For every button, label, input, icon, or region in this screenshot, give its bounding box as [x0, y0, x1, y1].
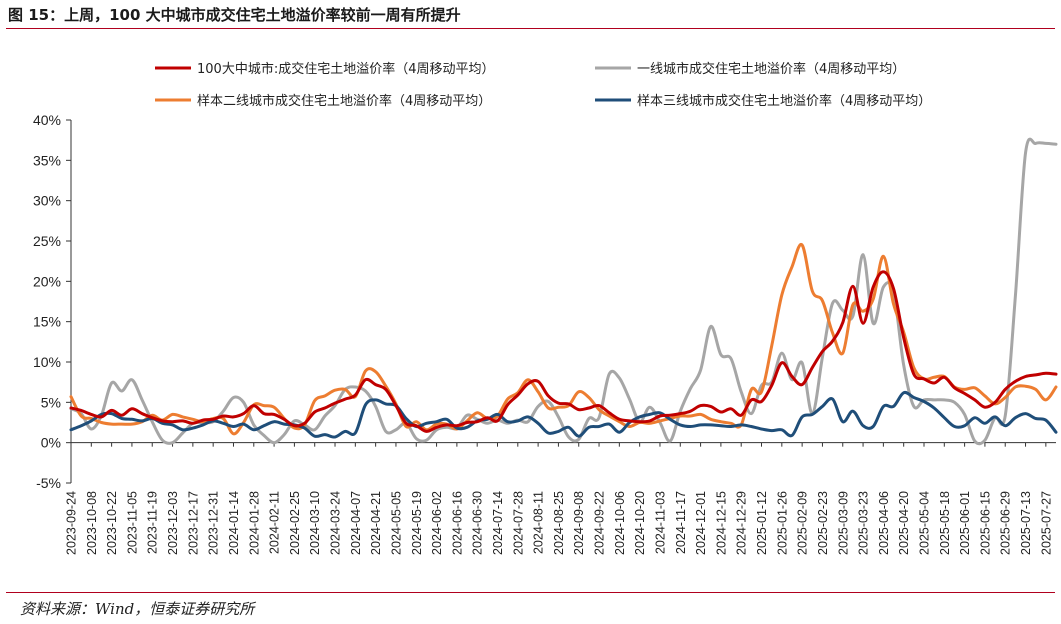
x-tick-label: 2024-02-11	[268, 491, 282, 554]
x-tick-label: 2023-12-31	[207, 491, 221, 555]
x-tick-label: 2025-07-27	[1039, 491, 1053, 555]
y-tick-label: 20%	[33, 273, 61, 289]
series-layer	[69, 137, 1058, 446]
x-tick-label: 2025-01-26	[775, 491, 789, 555]
y-axis: -5% 0% 5% 10% 15% 20% 25% 30% 35% 40%	[33, 112, 72, 491]
x-tick-label: 2023-10-08	[85, 491, 99, 555]
x-tick-label: 2024-08-11	[532, 491, 546, 554]
y-tick-label: 40%	[33, 112, 61, 128]
x-tick-label: 2025-06-29	[999, 491, 1013, 555]
x-tick-label: 2025-04-06	[877, 491, 891, 555]
x-tick-label: 2024-09-08	[572, 491, 586, 555]
x-tick-label: 2023-10-22	[105, 491, 119, 555]
y-tick-label: 30%	[33, 193, 61, 209]
x-tick-label: 2024-07-28	[511, 491, 525, 555]
x-axis: 2023-09-24 2023-10-08 2023-10-22 2023-11-05…	[65, 442, 1056, 555]
x-tick-label: 2025-07-13	[1019, 491, 1033, 555]
x-tick-label: 2025-02-23	[816, 491, 830, 555]
x-tick-label: 2025-02-09	[796, 491, 810, 555]
y-tick-label: 5%	[41, 394, 61, 410]
x-tick-label: 2025-03-23	[857, 491, 871, 555]
x-tick-label: 2024-12-01	[694, 491, 708, 555]
bottom-rule	[6, 592, 1055, 593]
legend-label-2: 一线城市成交住宅土地溢价率（4周移动平均）	[637, 61, 905, 77]
x-tick-label: 2024-06-30	[471, 491, 485, 555]
x-tick-label: 2024-12-29	[735, 491, 749, 555]
series-line-2	[69, 137, 1058, 446]
top-rule	[6, 28, 1055, 29]
x-tick-label: 2024-05-05	[389, 491, 403, 555]
x-tick-label: 2024-03-10	[308, 491, 322, 555]
legend-label-4: 样本三线城市成交住宅土地溢价率（4周移动平均）	[637, 93, 931, 109]
x-tick-label: 2025-05-18	[938, 491, 952, 555]
x-tick-label: 2024-01-28	[247, 491, 261, 555]
x-tick-label: 2023-12-03	[166, 491, 180, 555]
legend: 100大中城市:成交住宅土地溢价率（4周移动平均） 一线城市成交住宅土地溢价率（4…	[155, 61, 931, 109]
series-line-3	[69, 242, 1058, 436]
x-tick-label: 2023-11-19	[146, 491, 160, 554]
x-tick-label: 2024-11-17	[674, 491, 688, 554]
x-tick-label: 2025-03-09	[836, 491, 850, 555]
x-tick-label: 2024-10-20	[633, 491, 647, 555]
x-tick-label: 2024-01-14	[227, 491, 241, 555]
series-line-4	[69, 390, 1058, 439]
legend-label-3: 样本二线城市成交住宅土地溢价率（4周移动平均）	[197, 93, 491, 109]
x-tick-label: 2024-06-16	[450, 491, 464, 555]
x-tick-label: 2024-10-06	[613, 491, 627, 555]
y-tick-label: 0%	[41, 435, 61, 451]
x-tick-label: 2024-04-21	[369, 491, 383, 555]
x-tick-label: 2024-07-14	[491, 491, 505, 555]
x-tick-label: 2024-11-03	[653, 491, 667, 554]
y-tick-label: -5%	[36, 475, 61, 491]
x-tick-label: 2023-11-05	[125, 491, 139, 554]
x-tick-label: 2024-03-24	[329, 491, 343, 555]
y-tick-label: 25%	[33, 233, 61, 249]
x-tick-label: 2024-04-07	[349, 491, 363, 555]
source-note: 资料来源：Wind，恒泰证券研究所	[20, 600, 255, 618]
y-tick-label: 10%	[33, 354, 61, 370]
x-tick-label: 2024-06-02	[430, 491, 444, 555]
figure-title: 图 15：上周，100 大中城市成交住宅土地溢价率较前一周有所提升	[8, 6, 461, 24]
x-tick-label: 2024-09-22	[593, 491, 607, 555]
x-tick-label: 2024-05-19	[410, 491, 424, 555]
x-tick-label: 2025-06-15	[978, 491, 992, 555]
x-tick-label: 2024-12-15	[714, 491, 728, 555]
x-tick-label: 2025-01-12	[755, 491, 769, 555]
y-tick-label: 15%	[33, 314, 61, 330]
x-tick-label: 2024-02-25	[288, 491, 302, 555]
y-tick-label: 35%	[33, 152, 61, 168]
x-tick-label: 2025-04-20	[897, 491, 911, 555]
legend-label-1: 100大中城市:成交住宅土地溢价率（4周移动平均）	[197, 61, 494, 77]
series-line-1	[69, 270, 1058, 433]
x-tick-label: 2023-09-24	[65, 491, 79, 555]
x-tick-label: 2025-06-01	[958, 491, 972, 555]
x-tick-label: 2024-08-25	[552, 491, 566, 555]
x-tick-label: 2023-12-17	[186, 491, 200, 555]
x-tick-label: 2025-05-04	[917, 491, 931, 555]
